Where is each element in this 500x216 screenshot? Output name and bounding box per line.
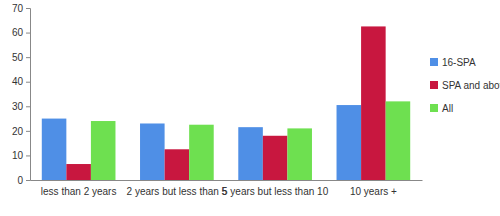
bar	[42, 119, 67, 180]
bar	[189, 125, 214, 180]
legend-swatch	[430, 81, 438, 89]
bar	[386, 101, 411, 180]
legend: 16-SPA SPA and above All	[430, 57, 500, 114]
bar-series	[66, 26, 385, 180]
y-tick-label: 40	[12, 76, 24, 87]
bar	[263, 136, 288, 180]
bar	[361, 26, 386, 180]
bar-series	[91, 101, 410, 180]
y-tick: 70	[12, 3, 30, 14]
y-tick: 10	[12, 150, 30, 161]
x-tick-label: 5 years but less than 10	[222, 186, 329, 197]
y-tick-label: 0	[17, 175, 23, 186]
y-tick-label: 30	[12, 101, 24, 112]
x-axis-line	[31, 180, 423, 181]
y-tick-mark	[26, 33, 30, 34]
y-tick: 50	[12, 52, 30, 63]
y-tick-mark	[26, 8, 30, 9]
x-tick: 5 years but less than 10	[222, 180, 329, 197]
bar	[287, 128, 312, 180]
y-tick-mark	[26, 57, 30, 58]
legend-swatch	[430, 104, 438, 112]
y-tick: 30	[12, 101, 30, 112]
bar	[238, 127, 263, 180]
y-tick-label: 60	[12, 27, 24, 38]
bar-series	[42, 105, 361, 180]
bar	[66, 164, 91, 180]
bar	[140, 123, 165, 180]
y-tick: 40	[12, 76, 30, 87]
legend-item: SPA and above	[430, 80, 500, 91]
x-tick: 10 years +	[350, 180, 397, 197]
y-tick: 20	[12, 126, 30, 137]
y-tick-mark	[26, 106, 30, 107]
legend-item: 16-SPA	[430, 57, 476, 68]
legend-label: All	[442, 103, 453, 114]
x-tick-label: 2 years but less than 5	[127, 186, 228, 197]
legend-item: All	[430, 103, 453, 114]
y-tick: 0	[17, 175, 30, 186]
y-tick-mark	[26, 155, 30, 156]
legend-label: 16-SPA	[442, 57, 476, 68]
bars	[42, 26, 410, 180]
y-tick-mark	[26, 180, 30, 181]
y-tick-mark	[26, 82, 30, 83]
y-tick-label: 50	[12, 52, 24, 63]
y-axis-line	[26, 9, 31, 181]
x-tick-label: less than 2 years	[41, 186, 117, 197]
y-axis: 0 10 20 30 40 50 60 70	[12, 3, 31, 186]
x-tick-label: 10 years +	[350, 186, 397, 197]
chart: 0 10 20 30 40 50 60 70 less than 2 years 2 years …	[0, 0, 500, 216]
plot: 0 10 20 30 40 50 60 70 less than 2 years 2 years …	[12, 3, 423, 197]
y-tick-mark	[26, 131, 30, 132]
y-tick-label: 70	[12, 3, 24, 14]
legend-swatch	[430, 58, 438, 66]
x-tick: less than 2 years	[41, 180, 117, 197]
bar	[91, 121, 116, 180]
y-tick-label: 20	[12, 126, 24, 137]
x-axis: less than 2 years 2 years but less than 5…	[31, 180, 423, 197]
bar	[165, 149, 190, 180]
y-tick-label: 10	[12, 150, 24, 161]
bar	[337, 105, 362, 180]
x-tick: 2 years but less than 5	[127, 180, 228, 197]
legend-label: SPA and above	[442, 80, 500, 91]
y-tick: 60	[12, 27, 30, 38]
